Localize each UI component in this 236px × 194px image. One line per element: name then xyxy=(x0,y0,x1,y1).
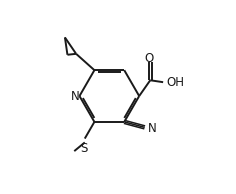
Text: OH: OH xyxy=(167,76,185,89)
Text: O: O xyxy=(145,52,154,65)
Text: N: N xyxy=(148,122,157,135)
Text: S: S xyxy=(80,142,88,155)
Text: N: N xyxy=(71,90,80,103)
